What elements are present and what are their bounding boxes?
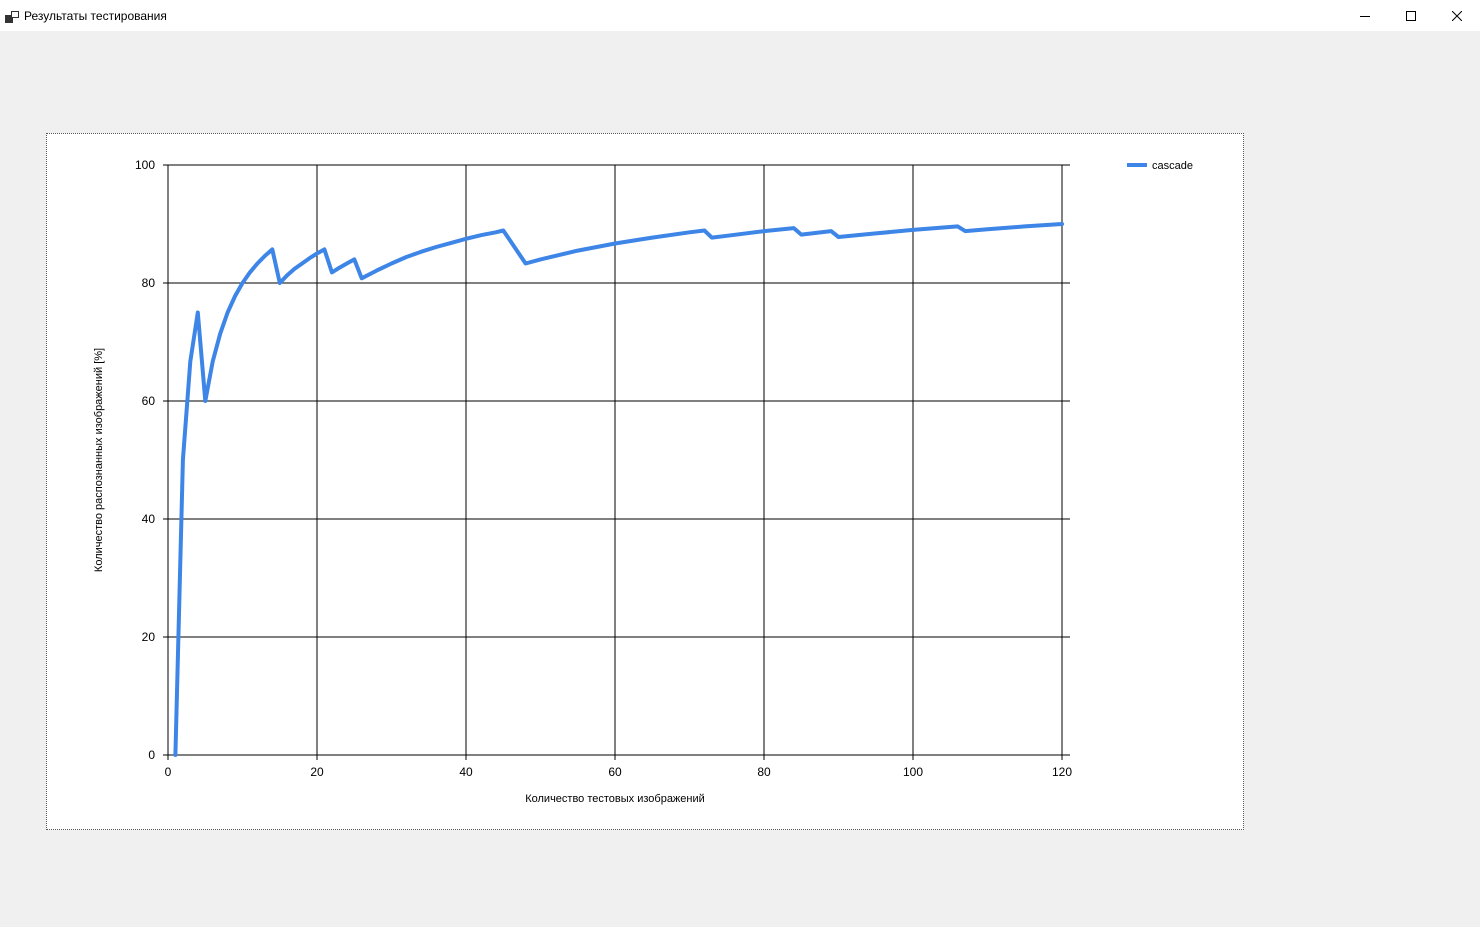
chart-panel: 0 20 40 60 80 100 120 0 20 40 60 80 100 Количество т… bbox=[46, 133, 1244, 830]
y-tick-label: 0 bbox=[148, 748, 155, 762]
x-tick-label: 100 bbox=[903, 765, 923, 779]
x-axis-title: Количество тестовых изображений bbox=[525, 793, 705, 805]
x-tick-label: 80 bbox=[757, 765, 771, 779]
chart-grid bbox=[163, 164, 1070, 760]
y-tick-label: 100 bbox=[135, 158, 155, 172]
x-tick-label: 0 bbox=[165, 765, 172, 779]
x-tick-label: 120 bbox=[1052, 765, 1072, 779]
chart-series bbox=[173, 222, 1064, 757]
window-title: Результаты тестирования bbox=[24, 9, 167, 23]
y-axis-title: Количество распознанных изображений [%] bbox=[93, 348, 105, 572]
legend-label-cascade: cascade bbox=[1152, 160, 1193, 172]
chart-legend: cascade bbox=[1127, 160, 1193, 172]
x-tick-label: 60 bbox=[608, 765, 622, 779]
window-titlebar[interactable]: Результаты тестирования bbox=[0, 0, 1480, 32]
x-tick-label: 40 bbox=[459, 765, 473, 779]
y-tick-label: 80 bbox=[142, 276, 156, 290]
minimize-icon bbox=[1360, 11, 1370, 21]
y-tick-label: 60 bbox=[142, 394, 156, 408]
results-chart: 0 20 40 60 80 100 120 0 20 40 60 80 100 Количество т… bbox=[93, 158, 1193, 805]
x-tick-label: 20 bbox=[310, 765, 324, 779]
y-tick-label: 40 bbox=[142, 512, 156, 526]
app-window-icon[interactable] bbox=[5, 10, 19, 23]
series-line-cascade bbox=[173, 222, 1064, 757]
minimize-button[interactable] bbox=[1342, 0, 1388, 32]
chart-ticks: 0 20 40 60 80 100 120 0 20 40 60 80 100 bbox=[135, 158, 1072, 779]
close-button[interactable] bbox=[1434, 0, 1480, 32]
maximize-icon bbox=[1406, 11, 1416, 21]
close-icon bbox=[1452, 11, 1462, 21]
maximize-button[interactable] bbox=[1388, 0, 1434, 32]
y-tick-label: 20 bbox=[142, 630, 156, 644]
